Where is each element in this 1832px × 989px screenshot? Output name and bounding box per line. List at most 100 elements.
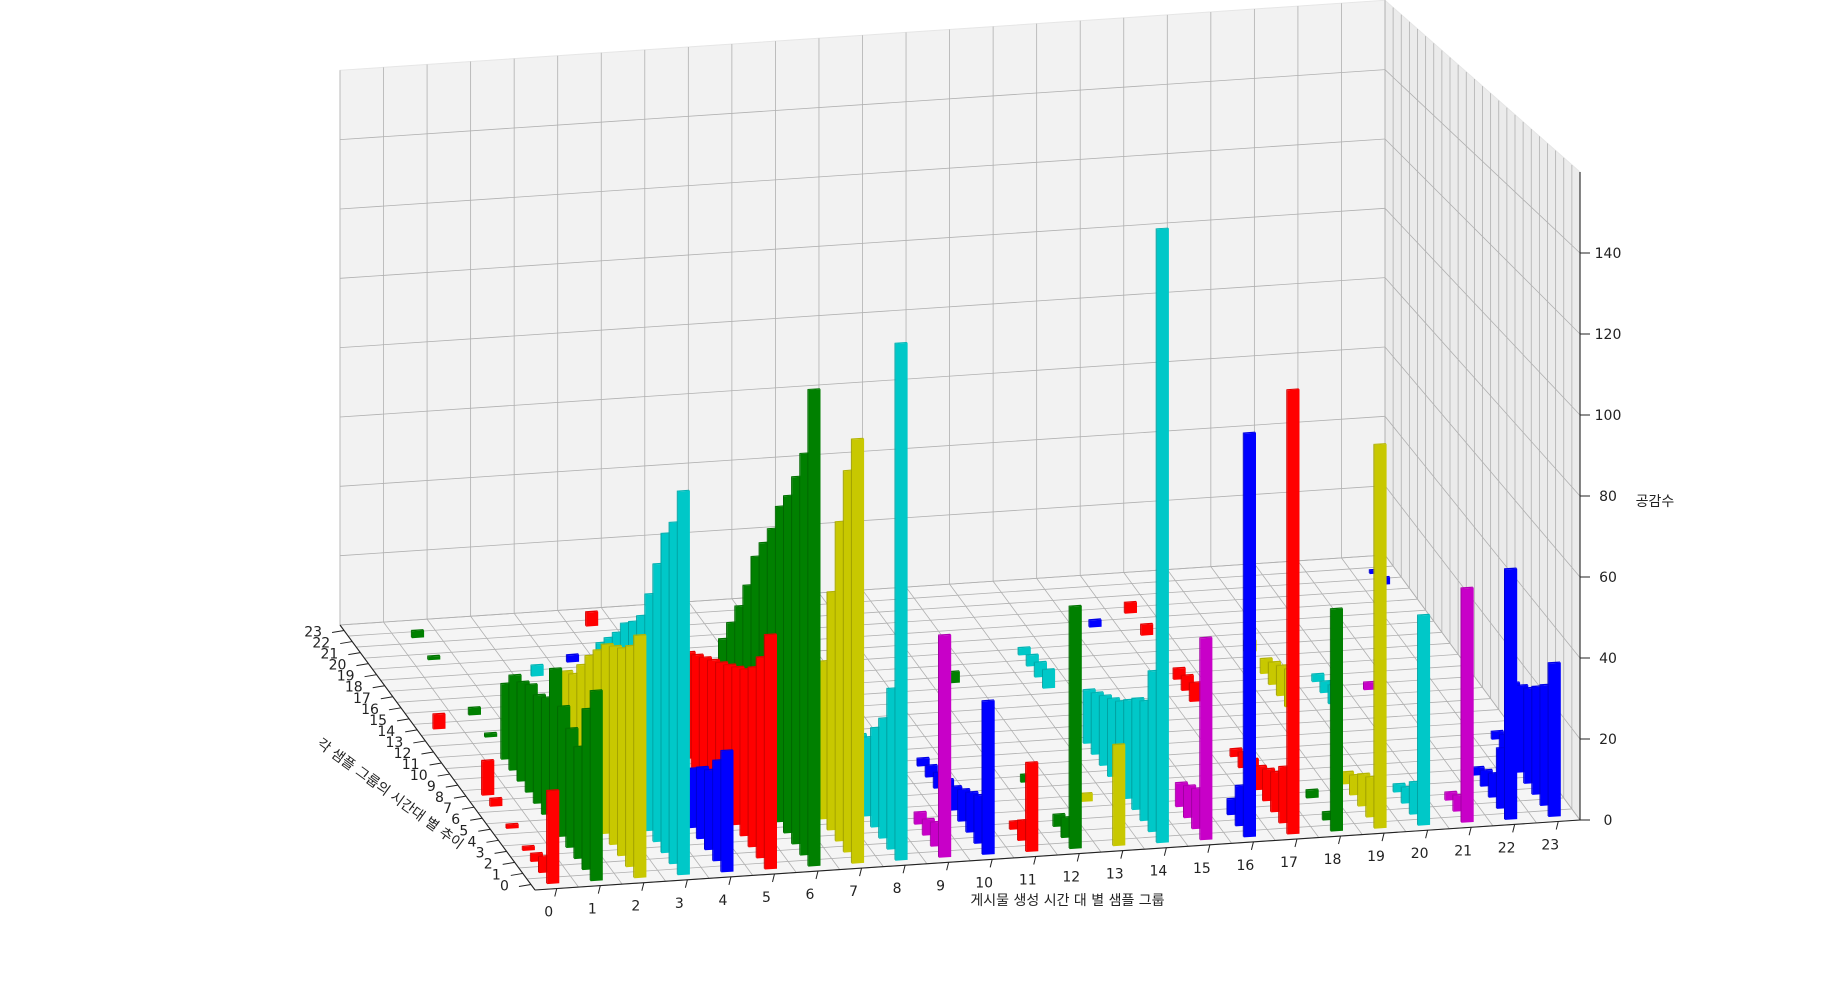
bar-top-face — [949, 785, 963, 788]
bar-top-face — [1547, 661, 1561, 664]
bar — [1068, 604, 1082, 850]
z-tick-label: 40 — [1599, 651, 1617, 667]
x-tick-label: 11 — [1019, 872, 1037, 888]
x-tick-label: 0 — [544, 905, 553, 921]
bar-side-face — [1242, 432, 1244, 838]
bar-side-face — [508, 674, 510, 771]
y-axis-line — [339, 624, 536, 891]
bar-side-face — [1139, 700, 1141, 822]
bar — [505, 822, 519, 829]
x-tick — [1250, 841, 1254, 850]
bar-top-face — [807, 388, 821, 390]
bar-side-face — [1147, 670, 1149, 833]
z-tick-label: 20 — [1599, 732, 1617, 748]
z-tick-label: 100 — [1595, 408, 1622, 424]
z-tick-label: 80 — [1599, 489, 1617, 505]
bar-side-face — [532, 694, 534, 804]
bar-side-face — [698, 656, 700, 782]
bar-top-face — [521, 844, 535, 847]
bar — [1088, 618, 1102, 628]
y-tick-label: 16 — [361, 702, 379, 718]
bar-side-face — [707, 659, 708, 793]
bar-side-face — [1017, 647, 1019, 656]
bar-side-face — [1107, 697, 1108, 777]
bar-top-face — [1329, 607, 1343, 610]
bar-side-face — [783, 495, 784, 834]
x-tick-label: 22 — [1498, 840, 1516, 856]
bar-side-face — [1112, 743, 1114, 847]
y-tick-label: 8 — [435, 790, 444, 806]
bar-side-face — [739, 668, 741, 837]
y-tick — [413, 740, 426, 744]
bar — [633, 633, 647, 879]
back-gridline — [339, 207, 1386, 279]
bar — [1363, 680, 1377, 691]
y-tick-label: 0 — [500, 878, 509, 894]
y-tick-label: 13 — [385, 735, 403, 751]
bar-top-face — [1033, 660, 1047, 663]
bar-front-face — [1080, 793, 1093, 802]
side-gridline — [1384, 277, 1581, 497]
bar — [432, 712, 446, 730]
bar-side-face — [1199, 637, 1201, 841]
bar-side-face — [540, 696, 542, 815]
bar-top-face — [1373, 443, 1387, 445]
y-tick-label: 6 — [451, 812, 460, 828]
bar-side-face — [870, 727, 872, 828]
x-tick — [1076, 853, 1080, 862]
x-tick — [771, 873, 775, 883]
back-gridline — [339, 138, 1386, 210]
bar-side-face — [589, 690, 591, 882]
bar-side-face — [1267, 661, 1269, 686]
bar-side-face — [432, 713, 434, 730]
bar-top-face — [698, 656, 712, 659]
side-gridline — [1384, 69, 1581, 254]
bar-side-face — [1368, 569, 1370, 575]
bar-side-face — [1498, 733, 1500, 751]
y-tick-label: 22 — [312, 636, 330, 652]
bar — [1329, 607, 1343, 832]
bar-side-face — [1191, 787, 1193, 830]
bar — [1112, 743, 1126, 847]
bar-side-face — [1321, 811, 1323, 821]
x-tick — [1468, 827, 1472, 836]
bar — [1417, 613, 1431, 826]
bar-side-face — [521, 845, 523, 851]
bar-side-face — [1123, 601, 1125, 614]
bar-side-face — [529, 852, 531, 862]
bar — [807, 388, 821, 867]
bar-side-face — [894, 342, 896, 861]
bar — [467, 706, 481, 716]
bar-top-face — [546, 789, 560, 792]
bar-front-face — [1243, 432, 1256, 838]
bar-side-face — [1490, 730, 1492, 740]
x-tick — [1512, 824, 1516, 833]
bar-top-face — [1363, 680, 1377, 683]
bar — [850, 437, 865, 864]
bar-side-face — [1278, 766, 1280, 824]
bar — [1286, 388, 1300, 835]
y-tick-label: 17 — [353, 691, 371, 707]
bar — [1025, 761, 1039, 852]
bar-side-face — [660, 532, 662, 854]
y-tick-label: 10 — [410, 768, 428, 784]
bar-front-face — [433, 713, 446, 730]
y-tick — [518, 883, 532, 887]
bar-side-face — [1487, 772, 1489, 798]
bar-top-face — [924, 763, 938, 766]
bar-top-face — [957, 788, 971, 791]
x-tick-label: 12 — [1062, 870, 1080, 886]
bar-top-face — [432, 712, 446, 715]
bar-side-face — [826, 591, 828, 831]
bar-front-face — [1374, 444, 1387, 829]
y-tick-label: 4 — [468, 834, 477, 850]
bar-top-face — [707, 658, 721, 661]
y-tick — [340, 641, 353, 645]
bar-side-face — [1140, 623, 1142, 636]
bar-top-face — [921, 817, 935, 820]
bar-top-face — [1471, 765, 1485, 768]
floor-gridline — [1297, 560, 1494, 827]
bar — [1305, 788, 1319, 799]
bar-side-face — [1017, 819, 1018, 841]
